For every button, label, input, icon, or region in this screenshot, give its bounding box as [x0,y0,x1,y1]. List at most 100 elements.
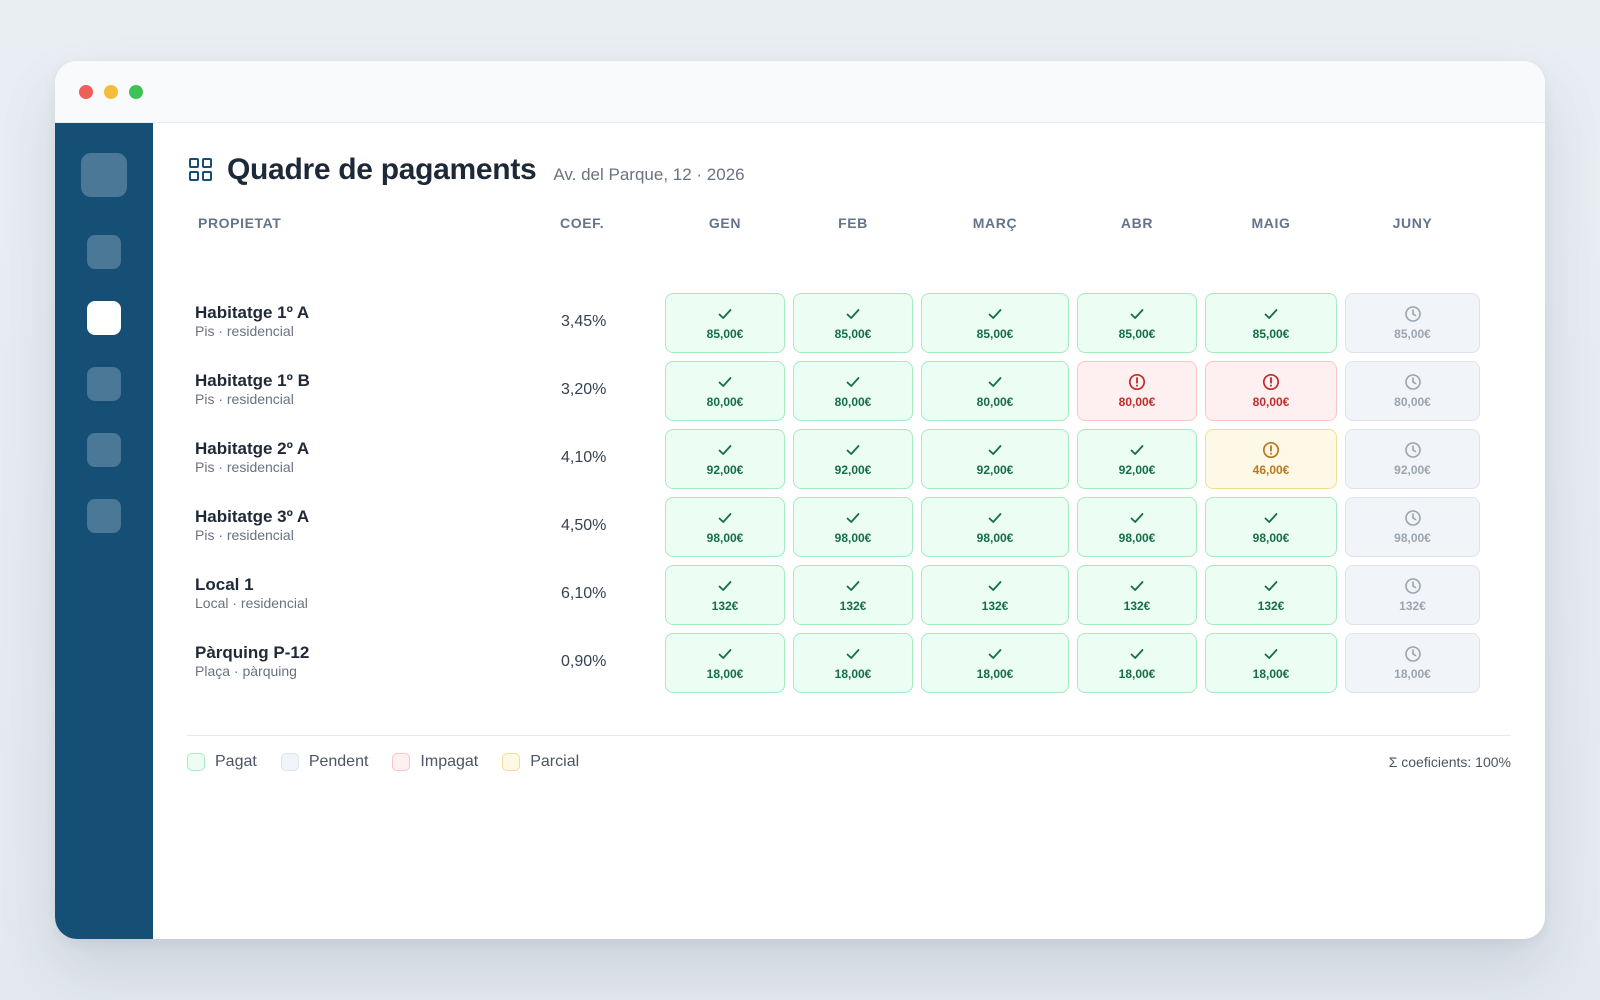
payment-amount: 18,00€ [976,667,1014,681]
payment-amount: 92,00€ [834,463,872,477]
clock-icon [1404,305,1422,327]
coefficients-sum: Σ coeficients: 100% [1388,754,1511,770]
payment-cell-pending[interactable]: 92,00€ [1345,429,1480,489]
payment-cell-paid[interactable]: 85,00€ [1077,293,1197,353]
check-icon [844,441,862,463]
payment-cell-pending[interactable]: 85,00€ [1345,293,1480,353]
maximize-window-button[interactable] [129,85,143,99]
legend-label-partial: Parcial [530,753,580,770]
payment-cell-paid[interactable]: 132€ [921,565,1069,625]
property-coefficient: 3,20% [561,381,607,398]
page-header: Quadre de pagaments Av. del Parque, 12 ·… [189,153,745,187]
property-coefficient: 0,90% [561,653,607,670]
sidebar-item-4[interactable] [87,433,121,467]
payment-amount: 92,00€ [1118,463,1156,477]
payment-cell-unpaid[interactable]: 80,00€ [1077,361,1197,421]
payment-amount: 98,00€ [1394,531,1431,545]
payment-amount: 85,00€ [976,327,1014,341]
check-icon [986,509,1004,531]
check-icon [1262,509,1280,531]
minimize-window-button[interactable] [104,85,118,99]
property-name[interactable]: Local 1 [195,575,254,594]
column-header-month: FEB [838,215,868,231]
payment-cell-paid[interactable]: 18,00€ [793,633,913,693]
sidebar [55,123,153,939]
check-icon [1128,305,1146,327]
check-icon [1128,577,1146,599]
payment-cell-paid[interactable]: 85,00€ [1205,293,1337,353]
sidebar-item-3[interactable] [87,367,121,401]
payment-amount: 80,00€ [834,395,872,409]
sidebar-item-5[interactable] [87,499,121,533]
clock-icon [1404,509,1422,531]
payment-amount: 132€ [711,599,739,613]
legend-swatch-paid [187,753,205,771]
check-icon [844,645,862,667]
property-name[interactable]: Habitatge 1º B [195,371,310,390]
payment-cell-paid[interactable]: 18,00€ [1077,633,1197,693]
app-logo[interactable] [81,153,127,197]
check-icon [1128,441,1146,463]
legend-item-pending: Pendent [280,753,368,771]
sidebar-item-1[interactable] [87,235,121,269]
payment-amount: 85,00€ [1394,327,1431,341]
payment-cell-paid[interactable]: 98,00€ [665,497,785,557]
payment-cell-paid[interactable]: 98,00€ [793,497,913,557]
payment-cell-paid[interactable]: 132€ [1077,565,1197,625]
property-type: Pis · residencial [195,323,294,339]
payment-cell-paid[interactable]: 132€ [1205,565,1337,625]
payment-cell-unpaid[interactable]: 80,00€ [1205,361,1337,421]
payment-amount: 98,00€ [976,531,1014,545]
payment-cell-paid[interactable]: 92,00€ [793,429,913,489]
payment-amount: 80,00€ [1252,395,1290,409]
payment-cell-paid[interactable]: 85,00€ [921,293,1069,353]
payment-cell-paid[interactable]: 98,00€ [921,497,1069,557]
sidebar-item-payments[interactable] [87,301,121,335]
payment-cell-paid[interactable]: 92,00€ [1077,429,1197,489]
payment-cell-paid[interactable]: 98,00€ [1077,497,1197,557]
payment-amount: 18,00€ [1394,667,1431,681]
payment-cell-pending[interactable]: 80,00€ [1345,361,1480,421]
check-icon [844,373,862,395]
check-icon [716,373,734,395]
payment-cell-paid[interactable]: 80,00€ [793,361,913,421]
payment-amount: 92,00€ [976,463,1014,477]
payment-cell-paid[interactable]: 18,00€ [921,633,1069,693]
property-coefficient: 6,10% [561,585,607,602]
property-name[interactable]: Habitatge 2º A [195,439,310,458]
payment-amount: 92,00€ [706,463,744,477]
payment-amount: 18,00€ [1252,667,1290,681]
legend-label-paid: Pagat [215,753,257,770]
payment-cell-paid[interactable]: 92,00€ [921,429,1069,489]
payment-cell-partial[interactable]: 46,00€ [1205,429,1337,489]
check-icon [1128,645,1146,667]
payment-amount: 132€ [981,599,1009,613]
payment-cell-paid[interactable]: 85,00€ [665,293,785,353]
check-icon [716,441,734,463]
payment-cell-paid[interactable]: 18,00€ [665,633,785,693]
payment-cell-paid[interactable]: 132€ [665,565,785,625]
property-name[interactable]: Pàrquing P-12 [195,643,310,662]
payment-cell-pending[interactable]: 18,00€ [1345,633,1480,693]
payment-amount: 18,00€ [1118,667,1156,681]
legend-swatch-partial [502,753,521,771]
payment-cell-pending[interactable]: 132€ [1345,565,1480,625]
payment-amount: 85,00€ [706,327,744,341]
page-subtitle: Av. del Parque, 12 · 2026 [553,165,745,184]
column-header-month: JUNY [1392,215,1433,231]
payment-cell-paid[interactable]: 132€ [793,565,913,625]
payment-cell-paid[interactable]: 92,00€ [665,429,785,489]
property-name[interactable]: Habitatge 1º A [195,303,310,322]
close-window-button[interactable] [79,85,93,99]
payment-cell-paid[interactable]: 18,00€ [1205,633,1337,693]
app-window: Quadre de pagaments Av. del Parque, 12 ·… [55,61,1545,939]
payment-cell-paid[interactable]: 98,00€ [1205,497,1337,557]
check-icon [986,373,1004,395]
payment-amount: 92,00€ [1394,463,1431,477]
payment-cell-paid[interactable]: 80,00€ [665,361,785,421]
property-name[interactable]: Habitatge 3º A [195,507,310,526]
payment-cell-paid[interactable]: 85,00€ [793,293,913,353]
payment-amount: 85,00€ [1118,327,1156,341]
payment-cell-pending[interactable]: 98,00€ [1345,497,1480,557]
payment-cell-paid[interactable]: 80,00€ [921,361,1069,421]
